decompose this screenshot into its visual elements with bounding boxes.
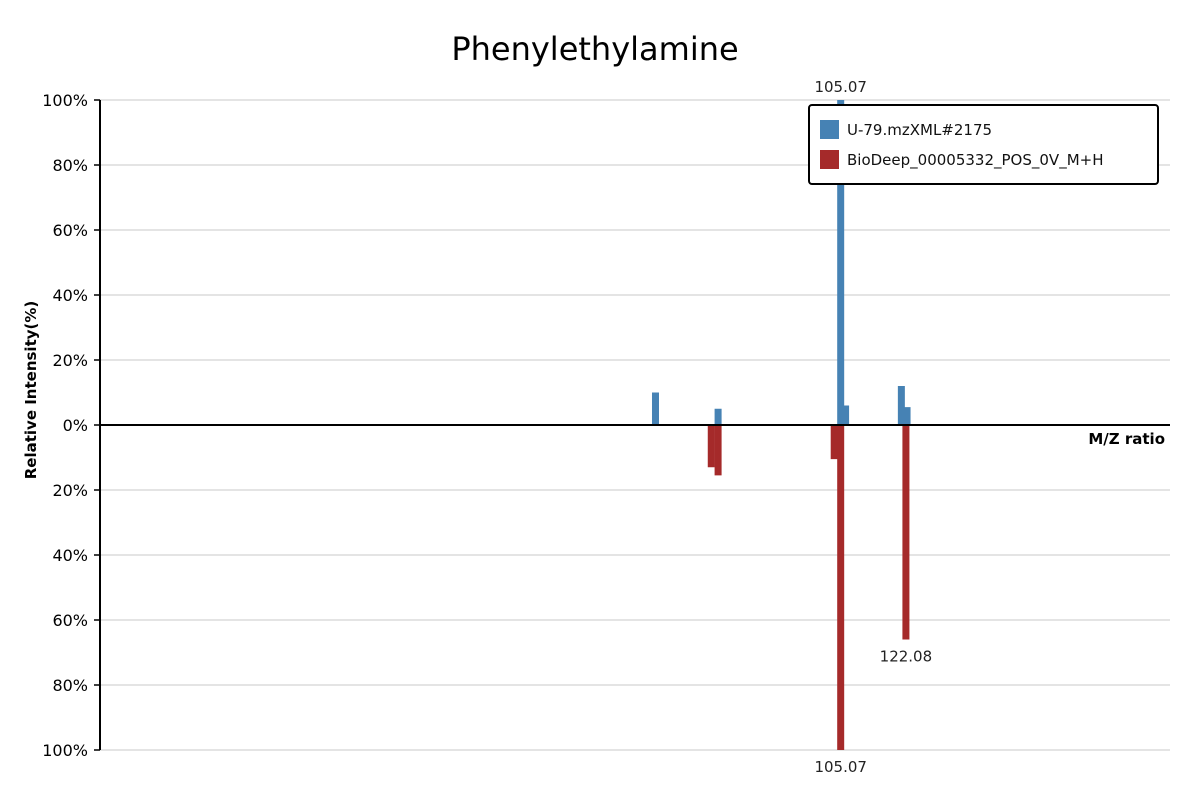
y-tick-label: 20% (52, 351, 88, 370)
y-tick-label: 40% (52, 546, 88, 565)
legend-swatch-series-2 (820, 150, 839, 169)
y-axis-label: Relative Intensity(%) (22, 301, 40, 480)
y-axis-ticks: 100% 80% 60% 40% 20% 0% 20% 40% 60% 80% 100% (42, 91, 100, 760)
peak-labels: 105.07 105.07 122.08 (814, 78, 932, 776)
peak-label: 122.08 (880, 648, 933, 666)
x-axis-label: M/Z ratio (1088, 430, 1165, 448)
peak-bar-series-1 (651, 392, 659, 425)
peak-bar-series-2 (830, 425, 838, 460)
peak-bar-series-1 (842, 405, 850, 425)
peak-label: 105.07 (814, 78, 867, 96)
legend-entry-series-2: BioDeep_00005332_POS_0V_M+H (847, 151, 1103, 170)
y-tick-label: 100% (42, 91, 88, 110)
y-tick-label: 60% (52, 221, 88, 240)
y-tick-label: 0% (63, 416, 88, 435)
peak-bar-series-2 (837, 425, 845, 750)
y-tick-label: 60% (52, 611, 88, 630)
y-tick-label: 20% (52, 481, 88, 500)
grid-lines (100, 99, 1170, 751)
y-tick-label: 40% (52, 286, 88, 305)
peak-bar-series-2 (902, 425, 910, 640)
legend-swatch-series-1 (820, 120, 839, 139)
peak-bar-series-1 (837, 100, 845, 425)
peak-bar-series-2 (707, 425, 715, 468)
chart-title: Phenylethylamine (451, 30, 738, 68)
y-tick-label: 80% (52, 676, 88, 695)
peak-bar-series-2 (714, 425, 722, 476)
peak-bar-series-1 (903, 407, 911, 425)
peak-bars (651, 100, 911, 750)
legend-entry-series-1: U-79.mzXML#2175 (847, 121, 992, 139)
peak-bar-series-1 (714, 408, 722, 425)
legend: U-79.mzXML#2175 BioDeep_00005332_POS_0V_… (808, 104, 1159, 185)
peak-bar-series-1 (897, 386, 905, 425)
legend-box (808, 104, 1159, 185)
y-tick-label: 80% (52, 156, 88, 175)
y-tick-label: 100% (42, 741, 88, 760)
peak-label: 105.07 (814, 758, 867, 776)
